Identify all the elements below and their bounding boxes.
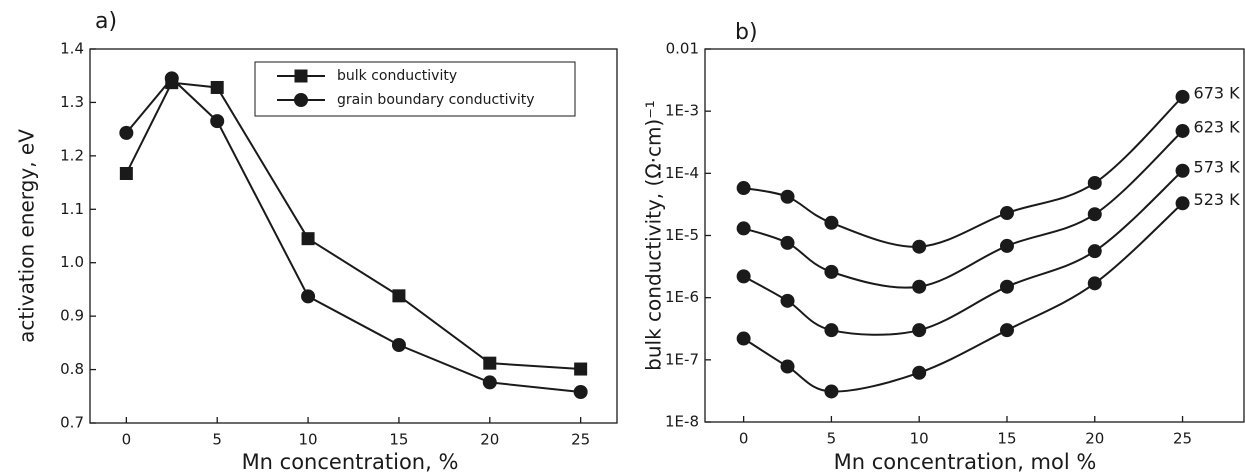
- marker: [736, 221, 751, 236]
- marker: [210, 114, 225, 129]
- marker: [1087, 175, 1102, 190]
- marker: [824, 323, 839, 338]
- marker: [574, 362, 588, 376]
- marker: [119, 166, 133, 180]
- series-label: 623 K: [1194, 117, 1241, 136]
- y-tick-label: 1E-3: [665, 102, 699, 120]
- marker: [824, 264, 839, 279]
- legend-label: bulk conductivity: [337, 68, 457, 84]
- marker: [736, 269, 751, 284]
- y-tick-label: 1E-4: [665, 164, 699, 182]
- x-tick-label: 25: [1173, 430, 1192, 448]
- marker: [1175, 123, 1190, 138]
- marker: [824, 215, 839, 230]
- marker: [999, 206, 1014, 221]
- chart-panel: b) Mn concentration, mol % bulk conductivi…: [642, 20, 1245, 473]
- x-axis-title: Mn concentration, %: [242, 450, 459, 473]
- x-tick-label: 0: [739, 430, 749, 448]
- panel-label: a): [95, 9, 117, 34]
- x-tick-label: 0: [122, 431, 132, 449]
- y-tick-label: 0.8: [60, 360, 84, 378]
- y-tick-label: 1E-6: [665, 288, 699, 306]
- marker: [1087, 207, 1102, 222]
- series-label: 573 K: [1194, 157, 1241, 176]
- plot-frame: [89, 48, 618, 424]
- y-tick-label: 1E-7: [665, 350, 699, 368]
- marker: [1175, 196, 1190, 211]
- x-axis-title: Mn concentration, mol %: [834, 450, 1097, 473]
- marker: [1175, 163, 1190, 178]
- marker: [912, 239, 927, 254]
- marker: [294, 69, 308, 83]
- marker: [1175, 89, 1190, 104]
- chart-panel: a) Mn concentration, % activation energy, …: [15, 9, 618, 473]
- series-line: [743, 96, 1184, 248]
- marker: [392, 289, 406, 303]
- y-tick-label: 1.4: [60, 40, 84, 58]
- marker: [164, 71, 179, 86]
- marker: [824, 384, 839, 399]
- x-tick-label: 10: [299, 431, 318, 449]
- marker: [780, 189, 795, 204]
- series-label: 523 K: [1194, 190, 1241, 209]
- series-line: [743, 202, 1184, 393]
- x-tick-label: 15: [997, 430, 1016, 448]
- marker: [999, 279, 1014, 294]
- y-tick-label: 1.0: [60, 253, 84, 271]
- marker: [736, 331, 751, 346]
- series-line: [743, 170, 1184, 336]
- x-tick-label: 20: [480, 431, 499, 449]
- marker: [736, 181, 751, 196]
- marker: [999, 238, 1014, 253]
- marker: [119, 125, 134, 140]
- marker: [912, 323, 927, 338]
- series-line: [125, 81, 581, 371]
- marker: [301, 289, 316, 304]
- y-tick-label: 0.9: [60, 307, 84, 325]
- marker: [1087, 244, 1102, 259]
- y-axis-title: activation energy, eV: [15, 129, 39, 343]
- marker: [999, 323, 1014, 338]
- marker: [294, 93, 308, 107]
- legend-box: [254, 61, 576, 117]
- y-tick-label: 1.1: [60, 200, 84, 218]
- y-tick-label: 1.3: [60, 93, 84, 111]
- marker: [391, 337, 406, 352]
- y-tick-label: 0.7: [60, 414, 84, 432]
- legend-label: grain boundary conductivity: [337, 92, 535, 108]
- x-tick-label: 5: [827, 430, 837, 448]
- marker: [780, 293, 795, 308]
- marker: [780, 359, 795, 374]
- y-tick-label: 1E-8: [665, 413, 699, 431]
- y-tick-label: 1E-5: [665, 226, 699, 244]
- x-tick-label: 5: [212, 431, 222, 449]
- marker: [482, 375, 497, 390]
- marker: [780, 235, 795, 250]
- y-tick-label: 0.01: [666, 40, 699, 58]
- marker: [912, 279, 927, 294]
- panel-label: b): [735, 20, 758, 45]
- series-label: 673 K: [1194, 83, 1241, 102]
- y-axis-title: bulk conductivity, (Ω·cm)⁻¹: [642, 100, 666, 371]
- x-tick-label: 25: [571, 431, 590, 449]
- y-tick-label: 1.2: [60, 146, 84, 164]
- marker: [573, 385, 588, 400]
- x-tick-label: 10: [910, 430, 929, 448]
- x-tick-label: 20: [1085, 430, 1104, 448]
- marker: [301, 232, 315, 246]
- series-line: [125, 76, 581, 394]
- marker: [1087, 276, 1102, 291]
- x-tick-label: 15: [389, 431, 408, 449]
- marker: [210, 80, 224, 94]
- marker: [483, 356, 497, 370]
- marker: [912, 365, 927, 380]
